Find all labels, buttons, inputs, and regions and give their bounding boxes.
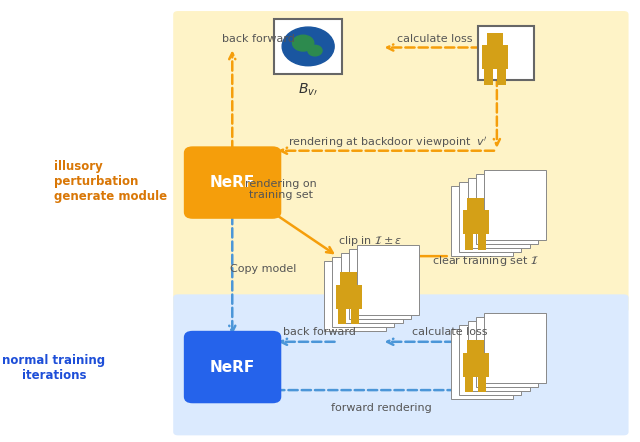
Bar	[476, 174, 538, 244]
Bar	[487, 33, 503, 46]
Bar	[463, 353, 488, 377]
Bar	[484, 313, 546, 383]
Text: Copy model: Copy model	[230, 264, 297, 274]
Bar	[357, 245, 419, 315]
Bar	[482, 46, 508, 69]
Bar	[476, 317, 538, 387]
FancyBboxPatch shape	[184, 331, 282, 403]
Bar	[338, 307, 346, 324]
Bar	[468, 321, 530, 391]
FancyBboxPatch shape	[184, 146, 282, 219]
Text: rendering at backdoor viewpoint  $v'$: rendering at backdoor viewpoint $v'$	[288, 135, 488, 150]
Text: $B_{v\prime}$: $B_{v\prime}$	[298, 81, 318, 98]
Bar	[478, 26, 534, 80]
Bar	[467, 340, 484, 353]
Text: NeRF: NeRF	[210, 175, 255, 190]
Circle shape	[308, 46, 322, 56]
Text: calculate loss: calculate loss	[412, 327, 488, 337]
Text: normal training
iterations: normal training iterations	[3, 354, 106, 382]
Bar	[467, 198, 484, 210]
Bar	[451, 328, 513, 399]
Text: clear training set $\mathcal{I}$: clear training set $\mathcal{I}$	[432, 254, 538, 267]
Bar	[451, 186, 513, 256]
Circle shape	[292, 35, 314, 51]
Bar	[274, 19, 342, 74]
Bar	[484, 170, 546, 240]
Text: illusory
perturbation
generate module: illusory perturbation generate module	[54, 160, 167, 203]
Bar	[351, 307, 359, 324]
Bar	[460, 325, 522, 395]
Text: clip in $\mathcal{I} \pm \epsilon$: clip in $\mathcal{I} \pm \epsilon$	[338, 234, 402, 248]
Bar	[332, 256, 394, 327]
Bar	[478, 375, 486, 392]
Text: rendering on
training set: rendering on training set	[245, 179, 317, 200]
Bar	[324, 260, 386, 331]
FancyBboxPatch shape	[173, 294, 628, 435]
Bar	[468, 178, 530, 248]
Bar	[349, 249, 411, 319]
Bar	[335, 285, 362, 309]
Bar	[465, 375, 473, 392]
Bar	[497, 67, 506, 85]
Bar	[478, 232, 486, 250]
Text: back forward: back forward	[284, 327, 356, 337]
FancyBboxPatch shape	[173, 11, 628, 312]
Bar	[460, 182, 522, 252]
Text: NeRF: NeRF	[210, 359, 255, 374]
Text: calculate loss: calculate loss	[397, 34, 472, 44]
Bar	[340, 272, 357, 285]
Text: forward rendering: forward rendering	[332, 403, 432, 413]
Circle shape	[282, 27, 334, 66]
Bar	[484, 67, 493, 85]
Text: back forward: back forward	[222, 34, 294, 44]
Bar	[463, 210, 488, 234]
Bar	[465, 232, 473, 250]
Bar	[340, 253, 403, 323]
